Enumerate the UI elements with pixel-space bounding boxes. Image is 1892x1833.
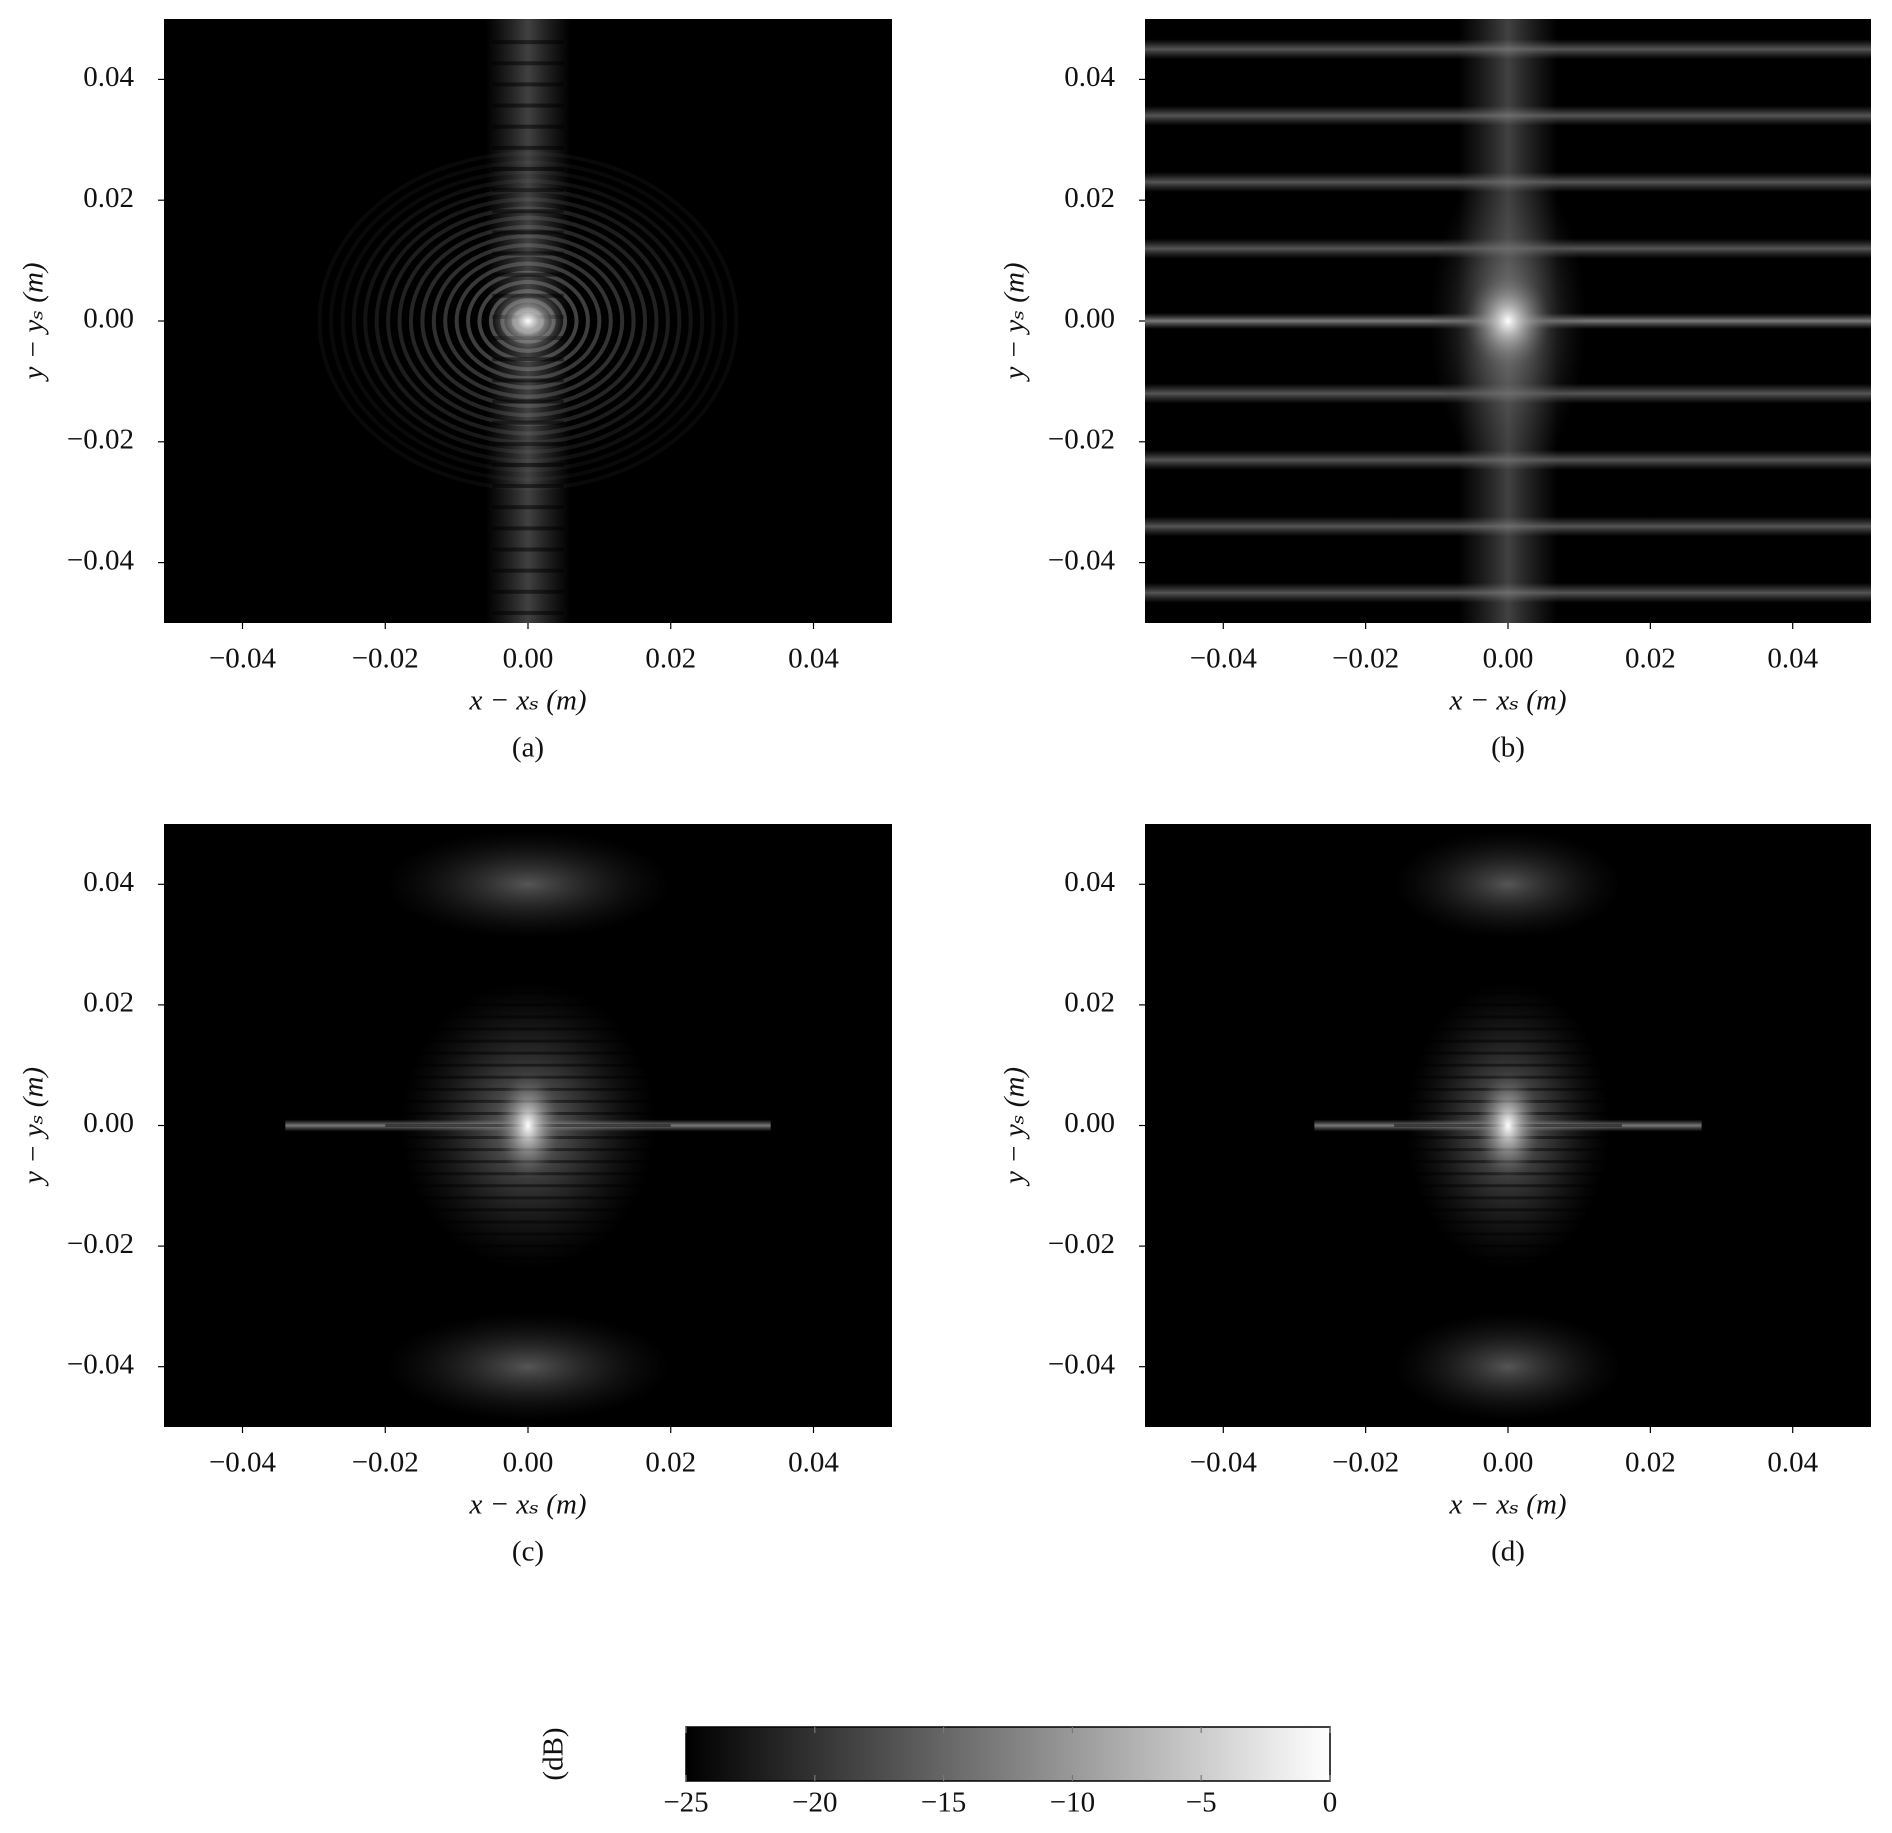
y-tick-label: 0.04 <box>1064 61 1115 93</box>
peak-texture <box>488 287 568 355</box>
x-axis-label: x − xₛ (m) <box>468 1489 586 1521</box>
lobe-texture <box>1394 830 1622 939</box>
band-texture <box>492 124 564 129</box>
band-texture <box>492 230 564 235</box>
y-tick-label: 0.00 <box>83 303 134 335</box>
band-texture <box>492 378 564 383</box>
lobe-texture <box>385 1312 671 1421</box>
y-tick-label: −0.04 <box>67 1348 135 1380</box>
band-texture <box>492 251 564 256</box>
y-tick-label: −0.04 <box>67 544 135 576</box>
y-tick-label: 0.04 <box>83 866 134 898</box>
x-tick-label: −0.04 <box>209 643 277 675</box>
band-texture <box>492 188 564 193</box>
x-tick-label: −0.04 <box>1190 1447 1258 1479</box>
subfigure-caption: (b) <box>1491 732 1525 764</box>
x-axis-label: x − xₛ (m) <box>1448 1489 1566 1521</box>
band-texture <box>492 357 564 362</box>
y-tick-label: 0.04 <box>1064 866 1115 898</box>
y-tick-label: 0.04 <box>83 61 134 93</box>
y-tick-label: 0.00 <box>1064 303 1115 335</box>
lobe-texture <box>385 830 671 939</box>
colorbar-tick-label: −10 <box>1050 1787 1095 1819</box>
y-tick-label: −0.02 <box>67 1228 134 1260</box>
band-texture <box>492 103 564 108</box>
lobe-texture <box>1394 1312 1622 1421</box>
band-texture <box>492 526 564 531</box>
x-tick-label: 0.04 <box>788 1447 839 1479</box>
subfigure-caption: (a) <box>512 732 544 764</box>
x-tick-label: −0.04 <box>1190 643 1258 675</box>
x-tick-label: 0.04 <box>788 643 839 675</box>
colorbar-tick-label: −20 <box>792 1787 837 1819</box>
y-axis-label: y − yₛ (m) <box>18 262 50 382</box>
x-tick-label: 0.04 <box>1767 643 1818 675</box>
band-texture <box>492 568 564 573</box>
colorbar-tick-label: −5 <box>1186 1787 1217 1819</box>
x-tick-label: −0.02 <box>352 1447 419 1479</box>
y-axis-label: y − yₛ (m) <box>999 262 1031 382</box>
x-tick-label: 0.02 <box>1625 643 1676 675</box>
x-tick-label: 0.00 <box>1483 1447 1534 1479</box>
band-texture <box>492 505 564 510</box>
band-texture <box>492 462 564 467</box>
y-tick-label: 0.02 <box>1064 987 1115 1019</box>
peak-texture <box>495 1071 561 1180</box>
band-texture <box>492 82 564 87</box>
x-tick-label: 0.02 <box>645 1447 696 1479</box>
band-texture <box>492 145 564 150</box>
colorbar-tick-label: 0 <box>1323 1787 1338 1819</box>
y-tick-label: −0.02 <box>67 423 134 455</box>
x-tick-label: 0.00 <box>1483 643 1534 675</box>
y-tick-label: 0.02 <box>83 987 134 1019</box>
x-tick-label: −0.04 <box>209 1447 277 1479</box>
y-tick-label: 0.00 <box>83 1107 134 1139</box>
subfigure-caption: (c) <box>512 1536 544 1568</box>
band-texture <box>492 547 564 552</box>
band-texture <box>492 610 564 615</box>
band-texture <box>492 589 564 594</box>
band-texture <box>492 166 564 171</box>
y-axis-label: y − yₛ (m) <box>999 1067 1031 1187</box>
colorbar-tick-label: −25 <box>663 1787 708 1819</box>
band-texture <box>492 420 564 425</box>
x-tick-label: 0.02 <box>1625 1447 1676 1479</box>
x-tick-label: 0.00 <box>503 643 554 675</box>
x-tick-label: 0.02 <box>645 643 696 675</box>
band-texture <box>492 272 564 277</box>
y-tick-label: 0.00 <box>1064 1107 1115 1139</box>
band-texture <box>492 484 564 489</box>
peak-texture <box>1475 1071 1541 1180</box>
subfigure-caption: (d) <box>1491 1536 1525 1568</box>
y-tick-label: −0.04 <box>1048 544 1116 576</box>
x-axis-label: x − xₛ (m) <box>1448 685 1566 717</box>
y-tick-label: 0.02 <box>83 182 134 214</box>
x-tick-label: 0.00 <box>503 1447 554 1479</box>
colorbar-tick-label: −15 <box>921 1787 966 1819</box>
heatmap-image <box>285 830 771 1421</box>
heatmap-image <box>1314 830 1702 1421</box>
y-tick-label: −0.04 <box>1048 1348 1116 1380</box>
band-texture <box>492 441 564 446</box>
y-axis-label: y − yₛ (m) <box>18 1067 50 1187</box>
band-texture <box>492 399 564 404</box>
x-tick-label: 0.04 <box>1767 1447 1818 1479</box>
y-tick-label: −0.02 <box>1048 1228 1115 1260</box>
band-texture <box>492 209 564 214</box>
x-tick-label: −0.02 <box>352 643 419 675</box>
x-tick-label: −0.02 <box>1332 1447 1399 1479</box>
x-axis-label: x − xₛ (m) <box>468 685 586 717</box>
colorbar <box>685 1726 1331 1782</box>
peak-texture <box>1465 272 1551 370</box>
y-tick-label: −0.02 <box>1048 423 1115 455</box>
x-tick-label: −0.02 <box>1332 643 1399 675</box>
band-texture <box>492 61 564 66</box>
band-texture <box>492 40 564 45</box>
heatmap-image <box>1145 19 1871 623</box>
heatmap-image <box>317 19 739 623</box>
colorbar-label: (dB) <box>538 1727 570 1780</box>
y-tick-label: 0.02 <box>1064 182 1115 214</box>
